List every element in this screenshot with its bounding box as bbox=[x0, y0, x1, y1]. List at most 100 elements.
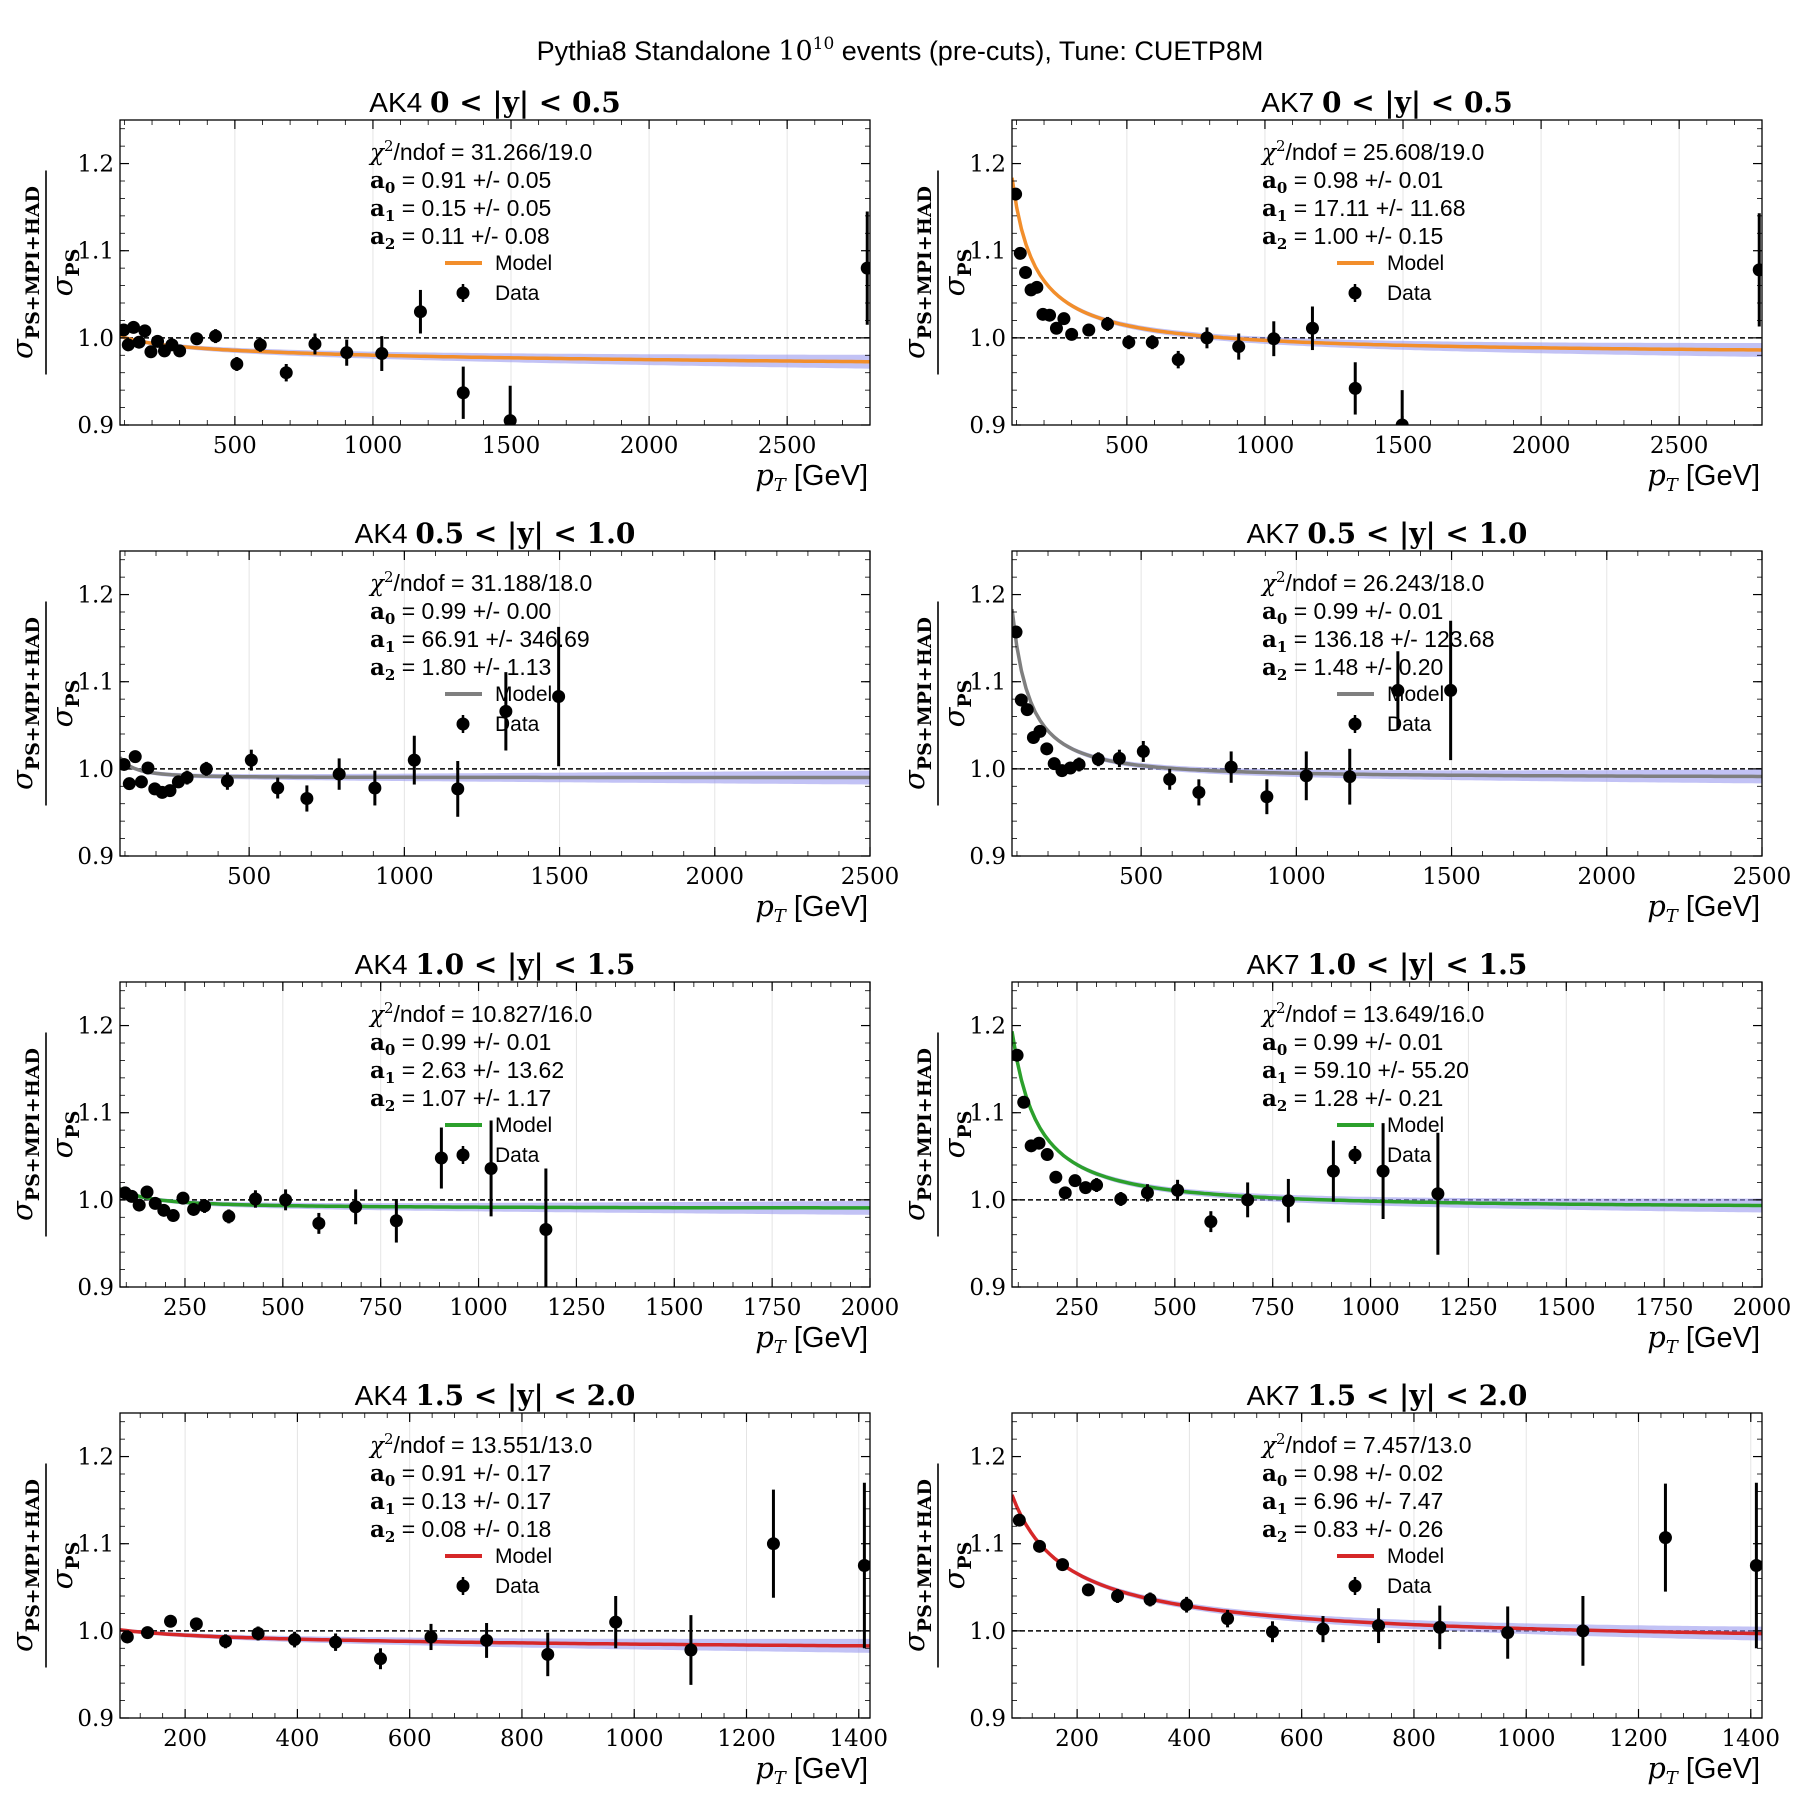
data-marker bbox=[1316, 1622, 1330, 1636]
data-marker bbox=[340, 346, 354, 360]
data-marker bbox=[251, 1626, 265, 1640]
data-marker bbox=[1019, 266, 1033, 279]
y-axis-label: σPS+MPI+HAD σPS bbox=[5, 1463, 84, 1668]
legend-data-label: Data bbox=[495, 1144, 540, 1167]
data-marker bbox=[1281, 1194, 1295, 1208]
data-marker bbox=[244, 753, 258, 767]
subplot-title: AK4 1.0 < |y| < 1.5 bbox=[355, 948, 636, 981]
x-tick-label: 1200 bbox=[1609, 1726, 1668, 1752]
data-point bbox=[1072, 757, 1086, 772]
x-tick-label: 1500 bbox=[645, 1295, 704, 1321]
data-point bbox=[1200, 327, 1214, 349]
data-point bbox=[1058, 1186, 1072, 1200]
data-marker bbox=[1033, 1539, 1047, 1553]
x-tick-label: 750 bbox=[359, 1295, 403, 1321]
legend-data-label: Data bbox=[1387, 1575, 1432, 1598]
fit-parameter-a1: a1 = 59.10 +/- 55.20 bbox=[1262, 1057, 1469, 1087]
data-marker bbox=[1376, 1164, 1390, 1178]
data-point bbox=[1433, 1605, 1447, 1650]
data-point bbox=[424, 1623, 438, 1651]
data-point bbox=[1136, 740, 1150, 762]
data-point bbox=[251, 1626, 265, 1641]
legend-data-label: Data bbox=[495, 713, 540, 736]
data-marker bbox=[541, 1647, 555, 1661]
x-tick-label: 400 bbox=[1167, 1726, 1211, 1752]
axes-frame bbox=[1011, 119, 1763, 426]
data-marker bbox=[1326, 1164, 1340, 1178]
data-marker bbox=[1200, 331, 1214, 345]
data-marker bbox=[1012, 625, 1023, 639]
data-point bbox=[1112, 749, 1126, 768]
y-tick-label: 1.1 bbox=[969, 1532, 1006, 1558]
data-point bbox=[1348, 362, 1362, 415]
data-point bbox=[244, 749, 258, 771]
data-marker bbox=[1065, 327, 1079, 341]
data-point bbox=[1444, 620, 1458, 761]
data-point bbox=[1501, 1606, 1515, 1659]
plot-area bbox=[120, 1482, 870, 1685]
data-point bbox=[190, 332, 204, 346]
y-tick-label: 1.2 bbox=[969, 152, 1006, 178]
y-tick-label: 0.9 bbox=[77, 1275, 114, 1301]
legend-data-marker bbox=[1348, 1148, 1362, 1162]
x-tick-label: 1000 bbox=[375, 864, 434, 890]
subplot-title: AK4 0 < |y| < 0.5 bbox=[369, 86, 620, 119]
y-label-denominator: σPS bbox=[937, 1542, 976, 1590]
data-point bbox=[1101, 316, 1115, 331]
data-marker bbox=[1049, 1170, 1063, 1184]
data-point bbox=[253, 337, 267, 352]
fit-parameter-a0: a0 = 0.98 +/- 0.01 bbox=[1262, 167, 1443, 197]
x-tick-label: 1400 bbox=[829, 1726, 888, 1752]
data-marker bbox=[279, 1193, 293, 1207]
data-marker bbox=[1501, 1626, 1515, 1640]
y-axis-label: σPS+MPI+HAD σPS bbox=[5, 170, 84, 375]
y-tick-label: 1.0 bbox=[969, 757, 1006, 783]
y-tick-label: 0.9 bbox=[77, 413, 114, 439]
y-tick-label: 1.2 bbox=[77, 1445, 114, 1471]
data-point bbox=[141, 761, 155, 775]
data-point bbox=[288, 1631, 302, 1648]
data-marker bbox=[1395, 418, 1409, 425]
y-tick-label: 1.0 bbox=[969, 1188, 1006, 1214]
data-point bbox=[220, 772, 234, 790]
x-tick-label: 500 bbox=[1153, 1295, 1197, 1321]
data-point bbox=[1316, 1616, 1330, 1643]
data-point bbox=[1090, 1178, 1104, 1193]
data-point bbox=[1376, 1123, 1390, 1220]
data-marker bbox=[1033, 724, 1047, 738]
legend-model-label: Model bbox=[1387, 1545, 1444, 1568]
data-marker bbox=[1058, 1186, 1072, 1200]
data-marker bbox=[222, 1209, 236, 1223]
x-tick-label: 1500 bbox=[1374, 433, 1433, 459]
data-marker bbox=[1241, 1193, 1255, 1207]
data-point bbox=[219, 1634, 233, 1649]
data-point bbox=[684, 1615, 698, 1685]
data-point bbox=[140, 1185, 154, 1199]
data-point bbox=[1020, 703, 1034, 717]
data-marker bbox=[375, 347, 389, 361]
fit-parameter-a2: a2 = 1.07 +/- 1.17 bbox=[370, 1085, 551, 1115]
data-point bbox=[127, 320, 141, 334]
data-point bbox=[503, 385, 517, 425]
y-tick-label: 0.9 bbox=[969, 1706, 1006, 1732]
data-marker bbox=[1068, 1174, 1082, 1188]
subplot-2: 500 1000 1500 2000 2500 0.9 1.0 1.1 1.2 AK7 0 < |… bbox=[897, 86, 1763, 496]
plot-area bbox=[1012, 176, 1762, 425]
x-tick-label: 500 bbox=[213, 433, 257, 459]
data-point bbox=[451, 761, 465, 817]
legend-model-label: Model bbox=[495, 683, 552, 706]
data-point bbox=[434, 1127, 448, 1189]
y-label-numerator: σPS+MPI+HAD bbox=[5, 1048, 44, 1221]
data-marker bbox=[1057, 312, 1071, 326]
data-point bbox=[1049, 1170, 1063, 1184]
chi2-label: χ2/ndof = 7.457/13.0 bbox=[1260, 1430, 1472, 1459]
legend: Model Data bbox=[445, 1545, 552, 1598]
data-point bbox=[1171, 350, 1185, 369]
fit-parameter-a2: a2 = 1.28 +/- 0.21 bbox=[1262, 1085, 1443, 1115]
y-tick-label: 1.2 bbox=[77, 152, 114, 178]
x-tick-label: 800 bbox=[500, 1726, 544, 1752]
data-marker bbox=[451, 782, 465, 796]
fit-parameter-a2: a2 = 0.83 +/- 0.26 bbox=[1262, 1516, 1443, 1546]
data-marker bbox=[539, 1222, 553, 1236]
